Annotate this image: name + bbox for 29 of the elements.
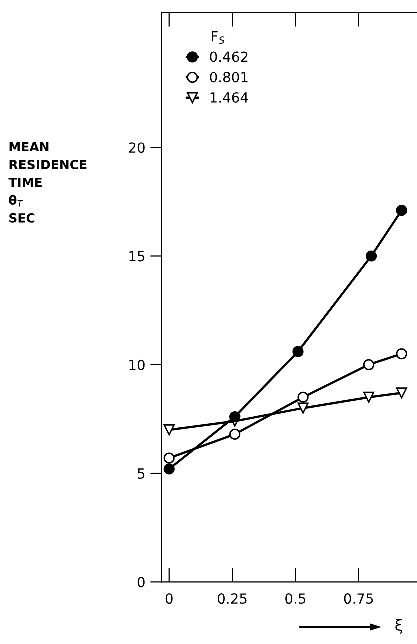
point: [164, 424, 175, 436]
y-tick-label: 20: [129, 142, 145, 154]
x-tick-label: 0.25: [218, 594, 247, 604]
x-axis-title: ξ: [396, 619, 403, 634]
point: [396, 205, 408, 216]
point: [164, 452, 175, 464]
x-tick-label: 0.75: [344, 594, 374, 604]
point: [363, 359, 375, 370]
legend-label: 0.801: [210, 72, 248, 83]
point: [366, 250, 378, 262]
point: [298, 402, 309, 414]
point: [298, 392, 309, 404]
legend-label: 0.462: [210, 52, 248, 62]
y-tick-label: 5: [138, 468, 145, 480]
point: [396, 388, 408, 399]
legend-label: 1.464: [210, 92, 248, 103]
y-tick-label: 15: [130, 251, 145, 262]
legend-title: F$_{S}$: [212, 31, 225, 44]
point: [164, 464, 175, 475]
point: [230, 428, 241, 440]
x-tick-label: 0.5: [286, 594, 306, 604]
point: [363, 392, 375, 404]
point: [230, 411, 241, 423]
point: [292, 346, 304, 358]
x-tick-label: 0: [166, 594, 173, 604]
y-axis-title: MEAN RESIDENCE TIME θ$_{T}$ SEC: [8, 142, 87, 223]
y-tick-label: 10: [130, 360, 145, 370]
y-tick-label: 0: [138, 577, 145, 588]
point: [396, 348, 408, 360]
